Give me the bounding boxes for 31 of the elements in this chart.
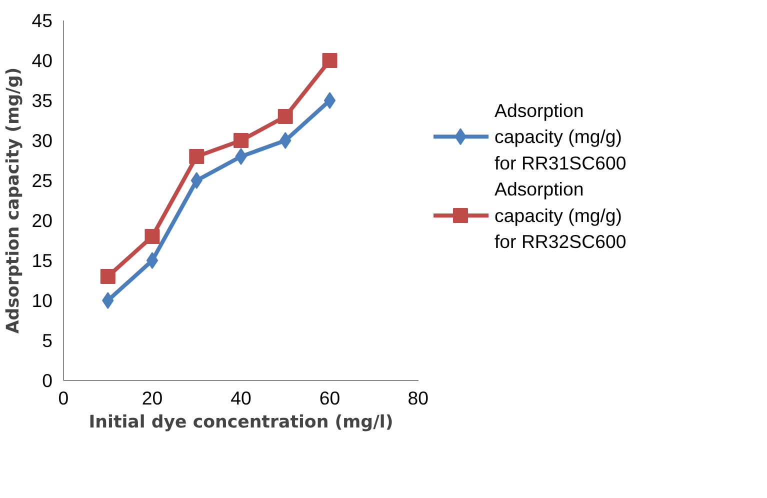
point: [280, 132, 292, 149]
y-tick-label: 5: [42, 330, 53, 351]
point: [235, 148, 247, 165]
legend-label: Adsorption capacity (mg/g) for RR31SC600: [494, 100, 626, 174]
point: [278, 109, 293, 124]
x-tick-label: 40: [230, 388, 252, 408]
y-tick-label: 40: [32, 50, 53, 71]
legend-label: Adsorption capacity (mg/g) for RR32SC600: [494, 178, 626, 252]
point: [146, 252, 158, 269]
y-tick-label: 25: [32, 170, 53, 191]
point: [190, 172, 202, 189]
point: [322, 53, 338, 68]
y-tick-label: 30: [32, 130, 53, 151]
point: [144, 229, 160, 244]
x-tick-label: 60: [319, 388, 340, 408]
y-tick-label: 15: [32, 250, 53, 271]
y-tick-label: 45: [32, 10, 53, 31]
x-axis-title: Initial dye concentration (mg/l): [88, 412, 394, 432]
point: [100, 269, 116, 284]
y-tick-label: 0: [42, 370, 53, 391]
point: [189, 149, 204, 164]
x-tick-label: 20: [142, 388, 163, 408]
point: [234, 133, 248, 148]
point: [324, 92, 336, 109]
y-tick-label: 35: [32, 90, 53, 111]
x-tick-label: 0: [58, 388, 69, 408]
x-tick-label: 80: [408, 388, 429, 408]
point: [102, 292, 114, 309]
y-tick-label: 20: [32, 210, 53, 231]
y-tick-label: 10: [32, 290, 53, 311]
y-axis-title: Adsorption capacity (mg/g): [4, 67, 24, 334]
